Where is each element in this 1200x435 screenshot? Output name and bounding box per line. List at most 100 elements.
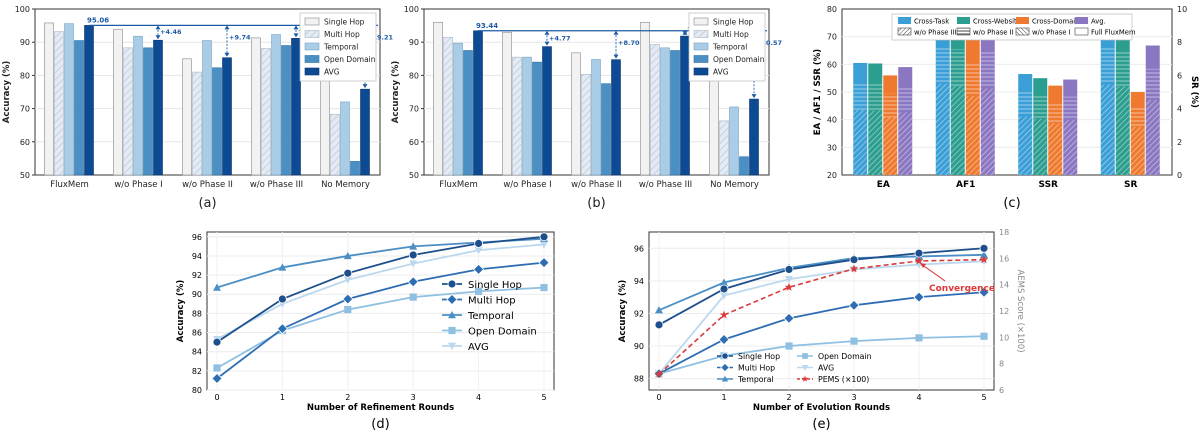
legend-swatch bbox=[304, 67, 320, 76]
x-tick-label: 1 bbox=[280, 393, 285, 402]
x-tick-label: AF1 bbox=[956, 180, 975, 190]
bar-temporal bbox=[340, 101, 350, 176]
delta-label: +4.77 bbox=[549, 35, 570, 43]
data-point bbox=[448, 342, 456, 350]
data-point bbox=[448, 326, 456, 335]
legend-label: Single Hop bbox=[738, 352, 780, 361]
y2-tick-label: 12 bbox=[999, 307, 1009, 316]
legend-swatch bbox=[304, 30, 320, 38]
data-point bbox=[978, 286, 990, 298]
legend-label: Temporal bbox=[712, 43, 747, 52]
bar-phase-segment bbox=[965, 95, 980, 175]
data-point bbox=[720, 362, 730, 373]
data-point bbox=[784, 282, 794, 291]
x-tick-label: 4 bbox=[476, 393, 481, 402]
delta-arrowhead bbox=[224, 25, 230, 30]
bar-open-domain bbox=[532, 61, 542, 176]
legend-swatch bbox=[693, 67, 709, 76]
legend-label: Single Hop bbox=[713, 18, 754, 27]
data-point bbox=[850, 337, 858, 345]
data-point bbox=[719, 310, 729, 319]
y-tick-label: 30 bbox=[827, 143, 837, 152]
bar-multi-hop bbox=[719, 120, 729, 176]
y-tick-label: 80 bbox=[827, 5, 837, 14]
bar-phase-segment bbox=[868, 110, 883, 175]
y-tick-label: 70 bbox=[827, 33, 837, 42]
bar-phase-segment bbox=[1033, 118, 1048, 175]
legend-label: Full FluxMem bbox=[1091, 29, 1136, 37]
x-tick-label: EA bbox=[877, 180, 890, 190]
bar-phase-segment bbox=[1048, 123, 1063, 175]
bar-phase-segment bbox=[1100, 47, 1115, 85]
data-point bbox=[913, 291, 925, 303]
series-line-open-domain bbox=[658, 335, 985, 375]
legend-label: Multi Hop bbox=[468, 296, 516, 307]
data-point bbox=[540, 241, 548, 249]
x-tick-label: 5 bbox=[541, 393, 546, 402]
delta-arrowhead bbox=[544, 41, 550, 46]
legend-swatch bbox=[693, 55, 709, 63]
data-point bbox=[343, 251, 352, 260]
legend-swatch bbox=[956, 27, 971, 36]
bar-phase-segment bbox=[1115, 86, 1130, 175]
x-tick-label: No Memory bbox=[321, 180, 370, 190]
y-tick-label: 82 bbox=[192, 367, 202, 376]
y-tick-label: 50 bbox=[409, 171, 419, 180]
data-point bbox=[980, 332, 988, 340]
legend-label: AVG bbox=[324, 68, 340, 77]
data-point bbox=[655, 306, 663, 314]
delta-arrowhead bbox=[155, 25, 161, 30]
bar-avg bbox=[84, 25, 94, 176]
legend-label: PEMS (×100) bbox=[818, 375, 869, 384]
bar-multi-hop bbox=[192, 71, 202, 176]
bar-multi-hop bbox=[54, 31, 64, 176]
y-tick-label: 88 bbox=[192, 309, 202, 318]
series-line-temporal bbox=[658, 253, 985, 312]
bar-phase-segment bbox=[1100, 84, 1115, 175]
y-tick-label: 92 bbox=[634, 309, 644, 318]
data-point bbox=[654, 320, 664, 330]
panel-label: (b) bbox=[587, 196, 605, 211]
legend-label: AVG bbox=[468, 342, 489, 353]
x-tick-label: 0 bbox=[656, 393, 661, 402]
x-tick-label: w/o Phase I bbox=[503, 180, 551, 190]
y-tick-label: 90 bbox=[192, 290, 202, 299]
bar-multi-hop bbox=[330, 113, 340, 176]
data-point bbox=[719, 284, 729, 294]
x-axis-label: Number of Refinement Rounds bbox=[307, 403, 454, 413]
x-tick-label: 2 bbox=[786, 393, 791, 402]
x-tick-label: w/o Phase III bbox=[639, 180, 692, 190]
y2-tick-label: 10 bbox=[1177, 5, 1187, 14]
bar-avg bbox=[153, 39, 163, 176]
data-point bbox=[474, 239, 484, 248]
data-point bbox=[980, 250, 988, 259]
y-tick-label: 80 bbox=[20, 71, 30, 80]
data-point bbox=[447, 279, 457, 289]
delta-arrowhead bbox=[293, 33, 299, 38]
y-tick-label: 86 bbox=[192, 329, 202, 338]
series-line-pems- bbox=[658, 258, 985, 375]
legend-label: Open Domain bbox=[324, 55, 376, 64]
data-point bbox=[783, 312, 795, 324]
legend-label: Single Hop bbox=[324, 18, 365, 27]
bar-open-domain bbox=[212, 67, 222, 176]
y-tick-label: 100 bbox=[404, 5, 419, 14]
data-point bbox=[784, 265, 794, 274]
bar-phase-segment bbox=[1130, 126, 1145, 175]
bar-phase-segment bbox=[935, 83, 950, 175]
x-tick-label: 3 bbox=[851, 393, 856, 402]
x-tick-label: SR bbox=[1124, 180, 1137, 190]
bar-avg bbox=[680, 35, 690, 176]
chart-d: 80 82 84 86 88 90 92 94 96 0 1 2 3 4 5 Number of Refine… bbox=[176, 231, 555, 432]
legend-swatch bbox=[693, 42, 709, 51]
bar-multi-hop bbox=[650, 44, 660, 176]
delta-label: +20.57 bbox=[756, 39, 782, 47]
bar-avg bbox=[222, 57, 232, 176]
bar-phase-segment bbox=[1033, 95, 1048, 119]
legend-label: w/o Phase II bbox=[973, 29, 1014, 37]
x-tick-label: 3 bbox=[411, 393, 416, 402]
data-point bbox=[802, 353, 808, 359]
data-point bbox=[979, 243, 989, 253]
bar-temporal bbox=[729, 106, 739, 176]
legend-swatch bbox=[1074, 27, 1089, 36]
